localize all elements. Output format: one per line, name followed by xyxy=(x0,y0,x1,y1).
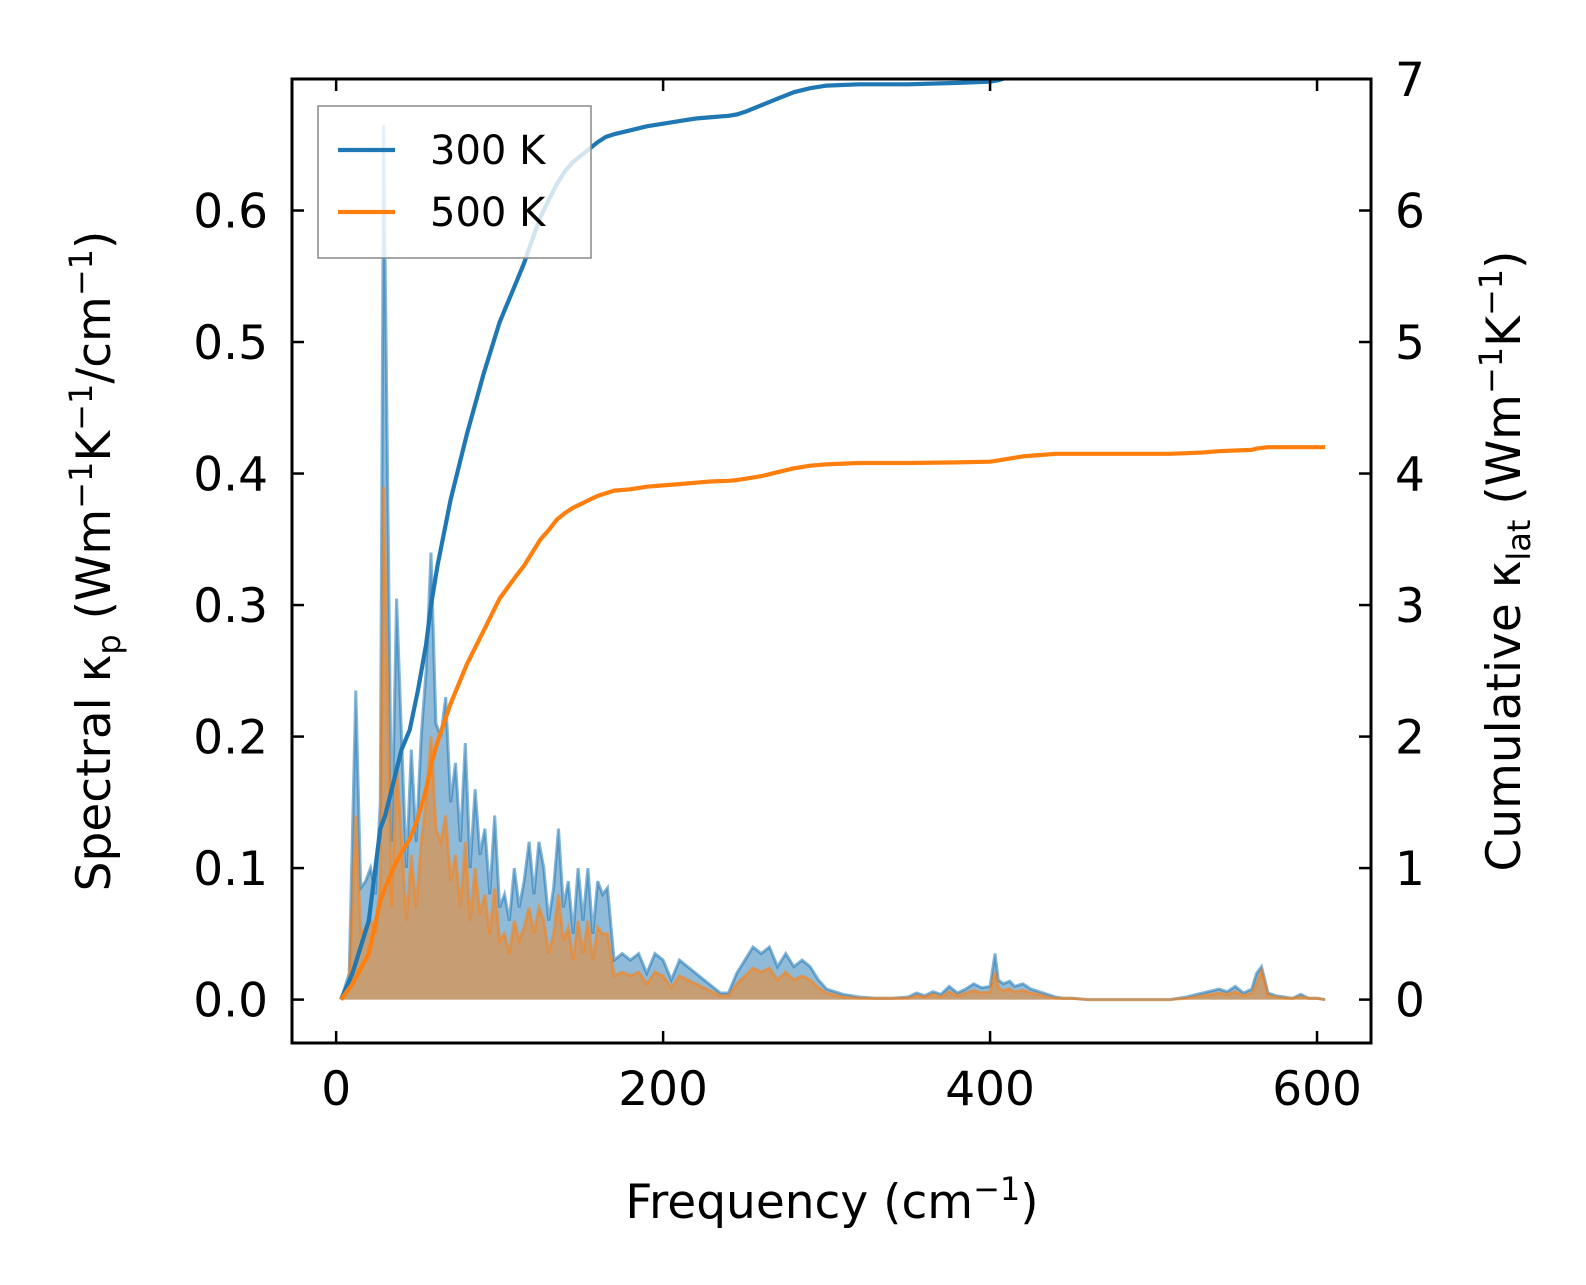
axis-label-part: −1 xyxy=(1472,269,1510,316)
legend-box xyxy=(317,105,592,259)
y-tick-label-left: 0.2 xyxy=(193,711,268,766)
y-tick-label-right: 0 xyxy=(1395,974,1425,1029)
spectral-fill-group xyxy=(339,124,1326,1002)
x-tick-label: 0 xyxy=(321,1062,351,1117)
legend: 300 K 500 K xyxy=(317,105,592,259)
y-tick-label-right: 3 xyxy=(1395,579,1425,634)
y-tick-label-right: 1 xyxy=(1395,842,1425,897)
axis-label-part: −1 xyxy=(62,462,100,509)
x-tick-label: 400 xyxy=(945,1062,1035,1117)
cumulative-line-300-k xyxy=(339,79,1010,1001)
plot-frame xyxy=(290,77,1373,1045)
axis-label-part: p xyxy=(90,634,128,654)
y-tick-label-left: 0.3 xyxy=(193,579,268,634)
tick-group: 0 200 400 600 0.0 0.1 0.2 0.3 0.4 0.5 0.6 0 1 2 3 4 5 6 7 xyxy=(193,53,1425,1117)
cumulative-line-500-k xyxy=(339,445,1326,1001)
spectral-area-500-k xyxy=(341,486,1326,1000)
cumulative-line-group xyxy=(339,79,1326,1001)
y-axis-label-right: Cumulative κlat (Wm−1K−1) xyxy=(1472,250,1538,871)
legend-label-300-k: 300 K xyxy=(430,128,547,174)
y-tick-label-left: 0.1 xyxy=(193,842,268,897)
axis-label-part: Spectral κ xyxy=(67,655,122,892)
axis-label-part: −1 xyxy=(62,384,100,431)
y-tick-label-left: 0.4 xyxy=(193,448,268,503)
y-tick-label-right: 4 xyxy=(1395,448,1425,503)
y-tick-label-right: 2 xyxy=(1395,711,1425,766)
axis-label-part: (Wm xyxy=(67,509,122,635)
axis-label-part: −1 xyxy=(62,249,100,296)
axis-label-part: K xyxy=(1477,315,1532,347)
y-tick-label-right: 6 xyxy=(1395,185,1425,240)
axis-label-part: −1 xyxy=(1472,347,1510,394)
axis-label-part: ) xyxy=(67,231,122,249)
x-tick-label: 200 xyxy=(618,1062,708,1117)
legend-label-500-k: 500 K xyxy=(430,190,547,236)
axis-label-part: K xyxy=(67,430,122,462)
axis-label-part: lat xyxy=(1500,520,1538,561)
y-tick-label-right: 5 xyxy=(1395,316,1425,371)
axis-label-part: Cumulative κ xyxy=(1477,561,1532,872)
y-tick-label-left: 0.6 xyxy=(193,185,268,240)
y-tick-label-left: 0.0 xyxy=(193,974,268,1029)
y-axis-label-left: Spectral κp (Wm−1K−1/cm−1) xyxy=(62,231,128,892)
axis-label-part: (Wm xyxy=(1477,394,1532,520)
axis-label-part: /cm xyxy=(67,296,122,383)
x-axis-label: Frequency (cm−1) xyxy=(625,1170,1038,1230)
x-tick-label: 600 xyxy=(1272,1062,1362,1117)
y-tick-label-left: 0.5 xyxy=(193,316,268,371)
y-tick-label-right: 7 xyxy=(1395,53,1425,108)
spectral-line-500-k xyxy=(339,486,1326,1002)
axis-label-part: ) xyxy=(1477,250,1532,268)
